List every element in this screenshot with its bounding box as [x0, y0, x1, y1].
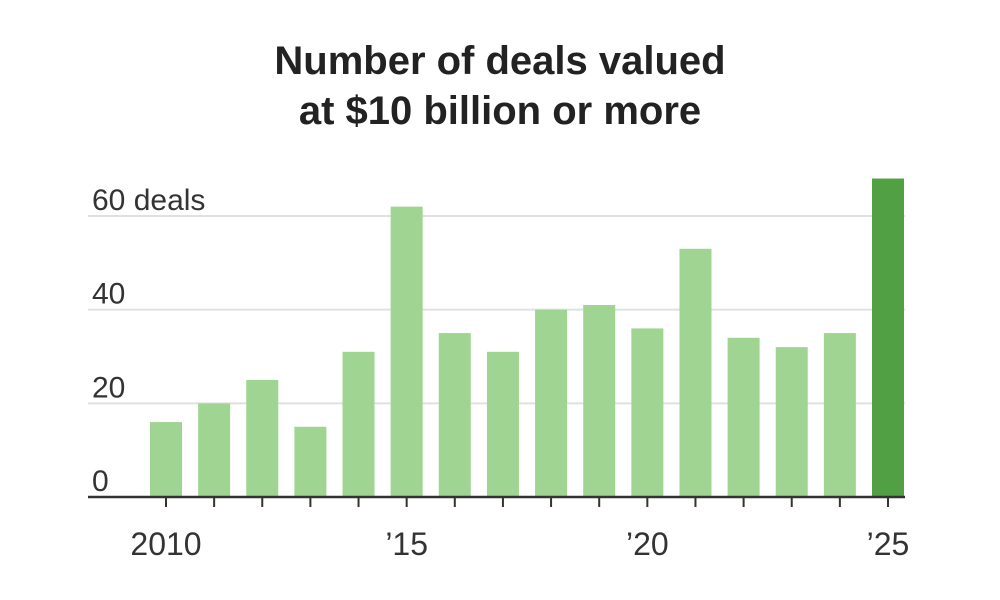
x-tick-label: ’15	[385, 526, 428, 562]
x-tick-label: 2010	[130, 526, 201, 562]
bar-2018	[535, 309, 568, 497]
y-tick-label: 60 deals	[92, 184, 205, 217]
bar-2019	[583, 304, 616, 497]
bar-2022	[727, 337, 760, 497]
title-line-2: at $10 billion or more	[298, 89, 702, 133]
x-tick-label: ’20	[626, 526, 669, 562]
bar-2012	[246, 379, 279, 497]
y-tick-label: 20	[92, 371, 125, 404]
bar-2015	[390, 206, 423, 497]
bar-2016	[438, 333, 471, 497]
y-tick-label: 0	[92, 465, 109, 498]
bar-2013	[294, 426, 327, 497]
bar-2017	[486, 351, 519, 497]
bar-2011	[198, 403, 231, 497]
title-line-1: Number of deals valued	[274, 39, 726, 83]
bar-2025	[872, 178, 904, 498]
bar-2021	[679, 248, 712, 497]
bar-2014	[342, 351, 375, 497]
chart-title: Number of deals valued at $10 billion or…	[0, 36, 1000, 136]
bar-2010	[150, 422, 182, 497]
bar-2024	[823, 333, 856, 497]
x-tick-label: ’25	[867, 526, 910, 562]
bar-2023	[775, 347, 808, 497]
bar-2020	[631, 328, 664, 497]
y-tick-label: 40	[92, 278, 125, 311]
